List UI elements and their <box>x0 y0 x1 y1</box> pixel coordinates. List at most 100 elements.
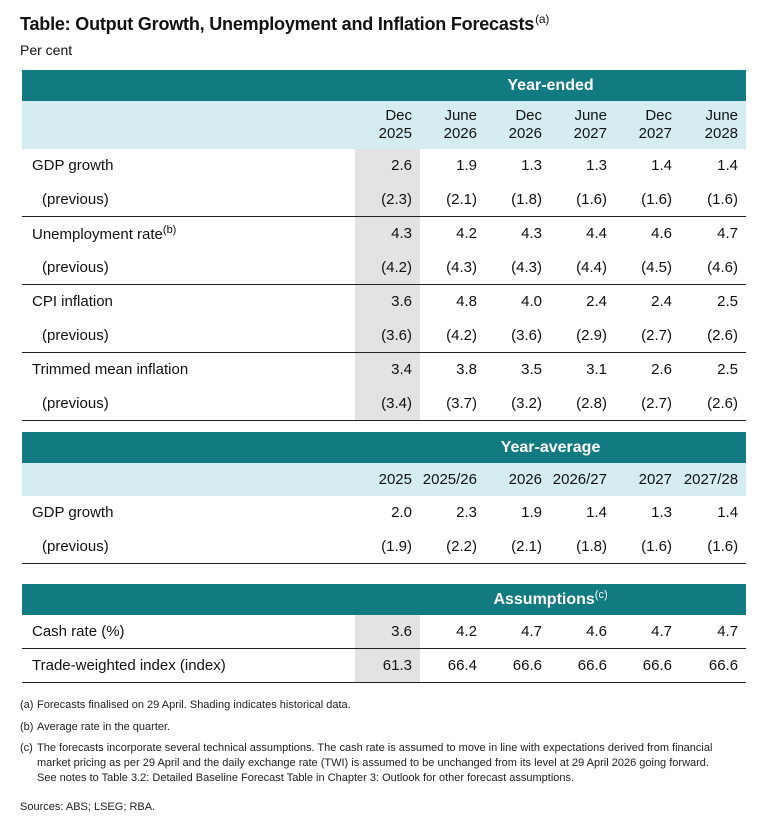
value-cell: 1.9 <box>456 157 477 174</box>
column-header: 2025/26 <box>420 463 485 496</box>
year-average-header-row: 2025 2025/26 2026 2026/27 2027 2027/28 <box>22 463 747 496</box>
assumptions-body: Cash rate (%) 3.6 4.2 4.7 4.6 4.7 4.7 Trade-wei… <box>22 615 747 683</box>
year-ended-table: Year-ended Dec 2025 June 2026 Dec 2026 June… <box>22 70 747 421</box>
assumptions-band-text: Assumptions <box>493 590 595 608</box>
year-average-band: Year-average <box>22 432 747 463</box>
value-cell: 1.9 <box>521 504 542 521</box>
row-label: (previous) <box>42 326 109 344</box>
value-cell: 4.4 <box>550 216 615 250</box>
column-header: 2027/28 <box>680 463 747 496</box>
row-label: Trimmed mean inflation <box>22 352 355 386</box>
value-cell: 2.5 <box>680 352 747 386</box>
value-cell: 4.3 <box>485 216 550 250</box>
column-header: Dec 2026 <box>485 101 550 149</box>
row-label: (previous) <box>22 529 355 564</box>
value-cell: (2.6) <box>707 326 739 344</box>
value-cell: 4.2 <box>456 623 477 640</box>
footnote-a: (a) Forecasts finalised on 29 April. Shad… <box>20 698 730 713</box>
value-cell: 2.3 <box>456 504 477 521</box>
value-cell: 1.4 <box>717 157 739 174</box>
value-cell: 4.7 <box>521 623 542 640</box>
table-title: Table: Output Growth, Unemployment and I… <box>20 12 549 35</box>
value-cell: (4.4) <box>576 258 607 276</box>
value-cell: 3.6 <box>355 284 420 318</box>
value-cell: 66.6 <box>550 648 615 683</box>
value-cell: 61.3 <box>355 648 420 683</box>
year-average-table: Year-average 2025 2025/26 2026 2026/27 2… <box>22 432 747 564</box>
value-cell: 2.6 <box>355 149 420 182</box>
column-header: Dec 2025 <box>355 101 420 149</box>
value-cell: (2.3) <box>355 182 420 217</box>
footnote-key: (b) <box>20 721 34 733</box>
value-cell: (2.8) <box>550 386 615 421</box>
value-cell: (4.3) <box>446 258 477 276</box>
value-cell: (1.6) <box>641 190 672 208</box>
table-subtitle: Per cent <box>20 42 73 58</box>
value-cell: (1.6) <box>615 529 680 564</box>
value-cell: 4.7 <box>680 216 747 250</box>
sources-line: Sources: ABS; LSEG; RBA. <box>20 801 156 813</box>
year-average-body: GDP growth 2.0 2.3 1.9 1.4 1.3 1.4 (previous) (1… <box>22 496 747 564</box>
row-label: CPI inflation <box>22 284 355 318</box>
value-cell: (4.5) <box>641 258 672 276</box>
table-row: (previous) (2.3) (2.1) (1.8) (1.6) (1.6) (1.6) <box>22 182 746 217</box>
value-cell: 2.6 <box>615 352 680 386</box>
table-row: (previous) (3.6) (4.2) (3.6) (2.9) (2.7) (2.6) <box>22 318 746 353</box>
value-cell: (2.7) <box>641 326 672 344</box>
value-cell: (1.6) <box>680 529 747 564</box>
year-ended-header-row: Dec 2025 June 2026 Dec 2026 June 2027 Dec 202… <box>22 101 747 149</box>
assumptions-band: Assumptions(c) <box>22 584 747 615</box>
value-cell: 3.8 <box>420 352 485 386</box>
column-header: 2027 <box>615 463 680 496</box>
value-cell: (3.2) <box>485 386 550 421</box>
row-label: (previous) <box>22 386 355 421</box>
value-cell: (2.1) <box>485 529 550 564</box>
row-label: (previous) <box>42 190 109 208</box>
value-cell: 2.5 <box>680 284 747 318</box>
value-cell: 2.4 <box>615 284 680 318</box>
value-cell: (4.3) <box>511 258 542 276</box>
value-cell: 4.6 <box>586 623 607 640</box>
year-average-band-label: Year-average <box>355 432 747 463</box>
table-row: (previous) (1.9) (2.2) (2.1) (1.8) (1.6) (1.6) <box>22 529 747 564</box>
value-cell: (2.9) <box>576 326 607 344</box>
column-header: Dec 2027 <box>615 101 680 149</box>
column-header: June 2026 <box>420 101 485 149</box>
table-row: Cash rate (%) 3.6 4.2 4.7 4.6 4.7 4.7 <box>22 615 746 649</box>
value-cell: (1.8) <box>511 190 542 208</box>
value-cell: 1.3 <box>521 157 542 174</box>
value-cell: (3.6) <box>511 326 542 344</box>
assumptions-band-label: Assumptions(c) <box>355 584 747 615</box>
value-cell: 1.3 <box>586 157 607 174</box>
row-label: (previous) <box>42 258 109 276</box>
value-cell: 3.6 <box>355 615 420 649</box>
value-cell: 1.4 <box>651 157 672 174</box>
value-cell: 66.6 <box>680 648 747 683</box>
table-row: CPI inflation 3.6 4.8 4.0 2.4 2.4 2.5 <box>22 284 747 318</box>
value-cell: 66.6 <box>615 648 680 683</box>
value-cell: (2.2) <box>420 529 485 564</box>
value-cell: 4.8 <box>420 284 485 318</box>
band-blank <box>22 432 355 463</box>
row-label: GDP growth <box>32 157 114 174</box>
value-cell: 4.2 <box>420 216 485 250</box>
year-ended-band: Year-ended <box>22 70 747 101</box>
table-row: GDP growth 2.6 1.9 1.3 1.3 1.4 1.4 <box>22 149 746 182</box>
footnote-text: The forecasts incorporate several techni… <box>37 742 713 784</box>
value-cell: (1.6) <box>576 190 607 208</box>
value-cell: 66.4 <box>420 648 485 683</box>
footnote-c: (c) The forecasts incorporate several tec… <box>20 741 730 786</box>
band-blank <box>22 584 355 615</box>
value-cell: (1.9) <box>355 529 420 564</box>
footnote-b: (b) Average rate in the quarter. <box>20 720 730 735</box>
value-cell: 1.4 <box>717 504 739 521</box>
header-blank <box>22 101 355 149</box>
footnote-key: (a) <box>20 699 34 711</box>
value-cell: (1.8) <box>550 529 615 564</box>
value-cell: (2.7) <box>615 386 680 421</box>
assumptions-footnote-marker: (c) <box>594 588 608 601</box>
footnote-key: (c) <box>20 742 33 754</box>
table-row: (previous) (4.2) (4.3) (4.3) (4.4) (4.5) (4.6) <box>22 250 746 285</box>
value-cell: (3.6) <box>355 318 420 353</box>
column-header: June 2027 <box>550 101 615 149</box>
